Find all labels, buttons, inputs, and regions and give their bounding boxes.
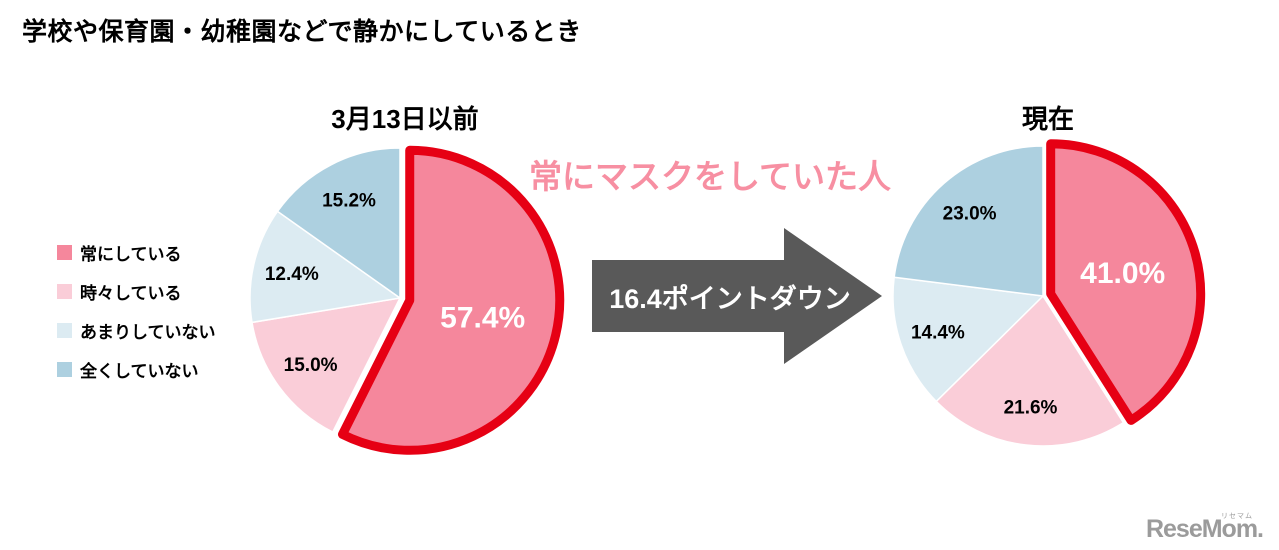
legend-swatch-never-icon [57, 361, 72, 377]
legend-label-rarely: あまりしていない [80, 322, 216, 342]
logo-ruby-text: リセマム [1221, 513, 1253, 520]
pie-slice [337, 145, 565, 455]
pie-slice [251, 297, 402, 434]
legend-swatch-always-icon [57, 244, 72, 260]
legend-label-sometimes: 時々している [80, 283, 182, 303]
pie-block-current: 現在 21.6% 14.4% 23.0% 41.0% [878, 104, 1218, 465]
pie-value-label: 21.6% [1004, 397, 1058, 418]
right-arrow-icon [592, 228, 882, 364]
pie-slice [1046, 139, 1206, 425]
pie-slice [276, 147, 401, 300]
pie-value-label: 12.4% [265, 264, 319, 285]
pie-slice [892, 276, 1045, 403]
pie-title-before: 3月13日以前 [331, 104, 479, 134]
pie-value-label: 57.4% [440, 302, 525, 335]
legend-swatch-rarely-icon [57, 322, 72, 338]
pie-title-current: 現在 [1021, 104, 1074, 134]
pie-slice [935, 294, 1125, 447]
page-title: 学校や保育園・幼稚園などで静かにしているとき [22, 18, 582, 46]
pie-chart-before: 15.0% 12.4% 15.2% 57.4% [249, 145, 565, 455]
legend-label-always: 常にしている [80, 244, 182, 264]
headline-always-masked: 常にマスクをしていた人 [528, 158, 891, 195]
pie-value-label: 15.0% [284, 355, 338, 376]
pie-block-before: 3月13日以前 15.0% 12.4% 15.2% 57.4% [235, 104, 575, 465]
arrow-label: 16.4ポイントダウン [609, 283, 851, 314]
legend-swatch-sometimes-icon [57, 283, 72, 299]
logo-text: ReseMom. [1145, 515, 1264, 543]
resemom-logo: リセマム ReseMom. [1145, 513, 1264, 544]
pie-value-label: 14.4% [911, 323, 965, 344]
legend-item-rarely: あまりしていない [57, 320, 216, 342]
pie-value-label: 23.0% [943, 204, 997, 225]
legend-item-never: 全くしていない [57, 359, 216, 381]
legend-label-never: 全くしていない [80, 361, 199, 381]
pie-value-label: 15.2% [322, 190, 376, 211]
legend-item-sometimes: 時々している [57, 281, 216, 303]
legend: 常にしている 時々している あまりしていない 全くしていない [57, 242, 216, 398]
down-arrow: 16.4ポイントダウン [590, 222, 886, 372]
pie-slice [249, 210, 402, 324]
legend-item-always: 常にしている [57, 242, 216, 264]
pie-value-label: 41.0% [1080, 257, 1165, 290]
pie-chart-current: 21.6% 14.4% 23.0% 41.0% [892, 139, 1206, 447]
pie-slice [893, 145, 1044, 297]
